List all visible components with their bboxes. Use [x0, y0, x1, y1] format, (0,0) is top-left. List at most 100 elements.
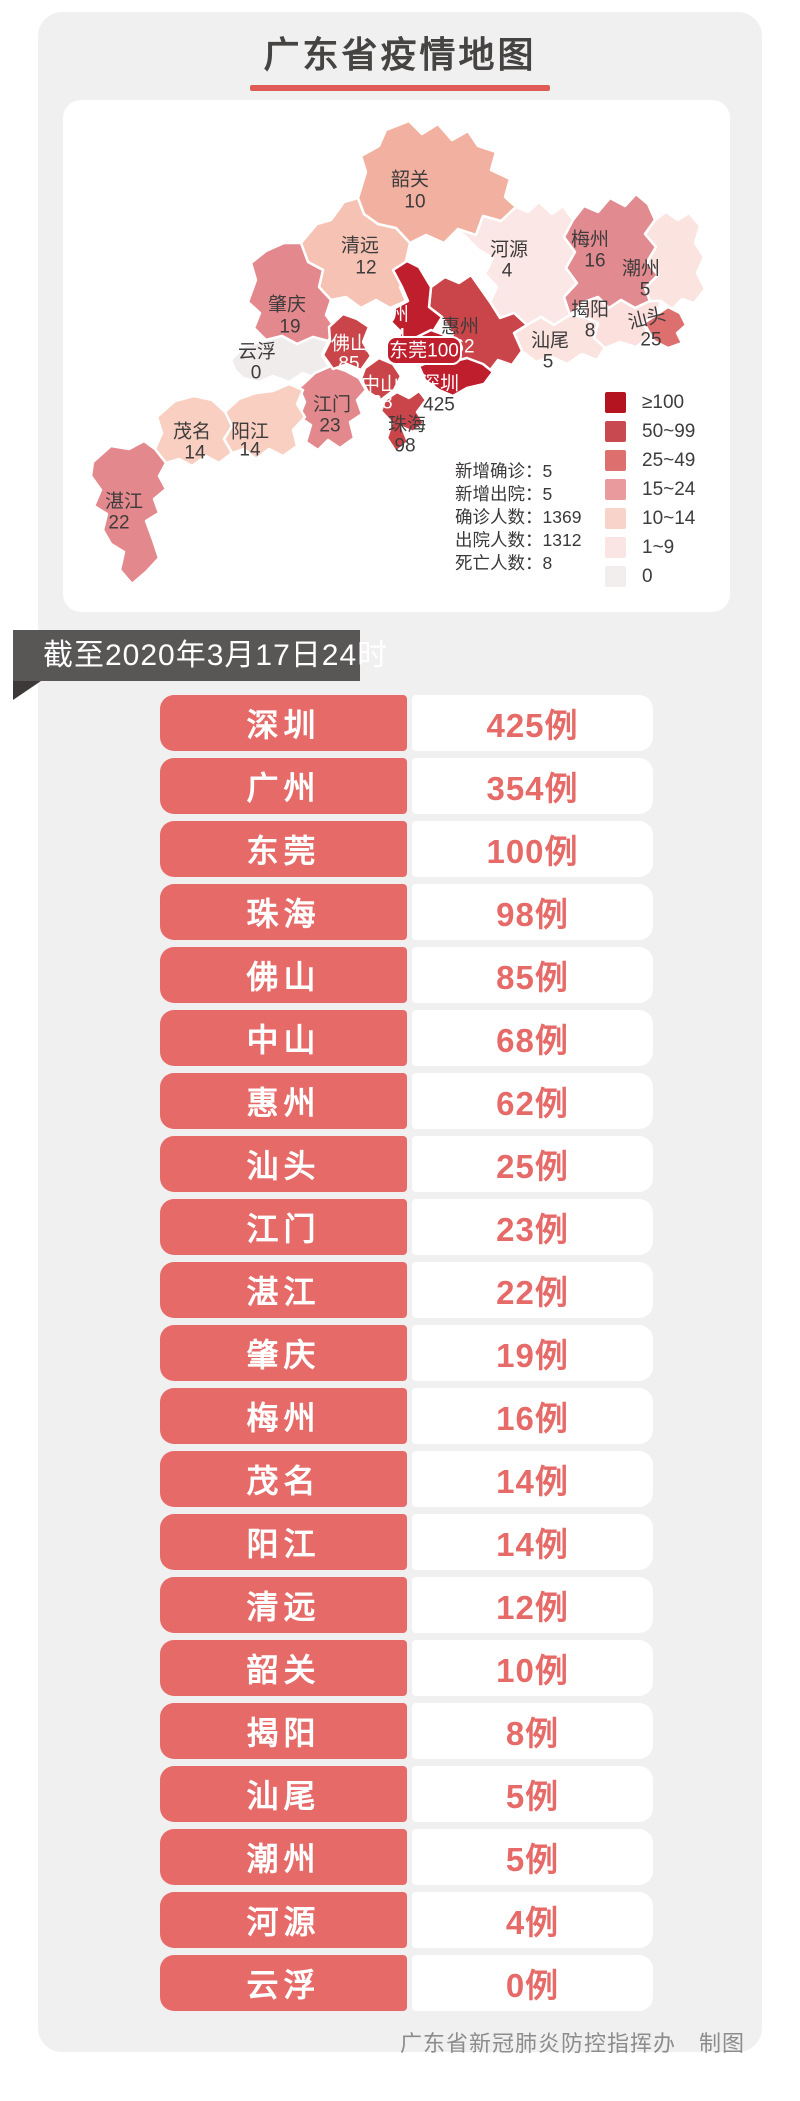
region-shantou — [642, 305, 688, 350]
case-count: 16例 — [412, 1388, 653, 1444]
stats-line: 新增确诊：5 — [455, 461, 553, 481]
legend-swatch — [605, 450, 626, 471]
case-table: 深圳 425例 广州 354例 东莞 100例 珠海 98例 佛山 85例 中山 68例 惠州 62例 汕头… — [160, 695, 653, 2018]
legend-item: 0 — [605, 566, 695, 587]
date-ribbon: 截至2020年3月17日24时 — [13, 630, 387, 681]
case-count: 8例 — [412, 1703, 653, 1759]
legend-item: ≥100 — [605, 392, 695, 413]
map-city-label-shaoguan: 韶关 — [391, 169, 429, 191]
map-city-label-foshan: 佛山 — [331, 333, 369, 355]
region-shaoguan — [356, 119, 518, 245]
city-label: 广州 — [160, 758, 407, 814]
table-row: 揭阳 8例 — [160, 1703, 653, 1759]
city-label: 揭阳 — [160, 1703, 407, 1759]
map-city-label-chaozhou: 潮州 — [622, 258, 660, 280]
map-city-label-zhongshan: 中山 — [361, 374, 399, 396]
city-label: 湛江 — [160, 1262, 407, 1318]
table-row: 茂名 14例 — [160, 1451, 653, 1507]
city-label: 梅州 — [160, 1388, 407, 1444]
map-city-label-meizhou: 梅州 — [571, 229, 609, 251]
legend-swatch — [605, 479, 626, 500]
legend-item: 15~24 — [605, 479, 695, 500]
table-row: 肇庆 19例 — [160, 1325, 653, 1381]
region-zhuhai — [379, 389, 428, 454]
city-label: 东莞 — [160, 821, 407, 877]
table-row: 云浮 0例 — [160, 1955, 653, 2011]
legend-label: ≥100 — [642, 391, 685, 413]
case-count: 12例 — [412, 1577, 653, 1633]
legend-label: 15~24 — [642, 478, 696, 500]
city-label: 茂名 — [160, 1451, 407, 1507]
city-label: 潮州 — [160, 1829, 407, 1885]
stats-line: 确诊人数：1369 — [455, 507, 582, 527]
case-count: 5例 — [412, 1829, 653, 1885]
map-city-label-maoming: 茂名 — [173, 421, 211, 443]
region-zhongshan — [359, 356, 403, 402]
table-row: 东莞 100例 — [160, 821, 653, 877]
case-count: 19例 — [412, 1325, 653, 1381]
legend-swatch — [605, 537, 626, 558]
table-row: 惠州 62例 — [160, 1073, 653, 1129]
map-city-value-zhanjiang: 22 — [108, 513, 129, 534]
city-label: 云浮 — [160, 1955, 407, 2011]
case-count: 85例 — [412, 947, 653, 1003]
city-label: 清远 — [160, 1577, 407, 1633]
ribbon-fold — [13, 681, 41, 700]
city-label: 汕头 — [160, 1136, 407, 1192]
header: 广东省疫情地图 — [38, 26, 762, 91]
legend-item: 50~99 — [605, 421, 695, 442]
case-count: 4例 — [412, 1892, 653, 1948]
map-city-label-jiangmen: 江门 — [313, 394, 351, 416]
table-row: 汕头 25例 — [160, 1136, 653, 1192]
footer-credit: 广东省新冠肺炎防控指挥办 制图 — [399, 2031, 745, 2056]
legend-label: 0 — [642, 565, 653, 587]
stats-line: 死亡人数：8 — [455, 553, 553, 573]
map-city-value-maoming: 14 — [184, 443, 206, 464]
legend-swatch — [605, 566, 626, 587]
map-city-label-zhanjiang: 湛江 — [105, 491, 143, 513]
map-city-label-qingyuan: 清远 — [341, 235, 379, 257]
case-count: 0例 — [412, 1955, 653, 2011]
map-label-box-dongguan — [386, 336, 462, 365]
map-city-label-yangjiang: 阳江 — [231, 421, 269, 443]
map-city-value-jieyang: 8 — [585, 321, 596, 342]
region-zhanjiang — [89, 439, 168, 586]
table-row: 佛山 85例 — [160, 947, 653, 1003]
case-count: 14例 — [412, 1451, 653, 1507]
map-city-value-yangjiang: 14 — [239, 440, 261, 461]
map-city-value-heyuan: 4 — [502, 261, 513, 282]
stats-line: 出院人数：1312 — [455, 530, 582, 550]
map-city-value-shaoguan: 10 — [404, 192, 425, 213]
map-city-value-shanwei: 5 — [543, 352, 554, 373]
map-city-value-zhongshan: 68 — [371, 393, 392, 414]
map-city-value-yunfu: 0 — [251, 363, 262, 384]
case-count: 354例 — [412, 758, 653, 814]
city-label: 江门 — [160, 1199, 407, 1255]
table-row: 韶关 10例 — [160, 1640, 653, 1696]
legend-swatch — [605, 421, 626, 442]
map-card: 韶关 10 清远 12 河源 4 梅州 16 潮州 5 揭阳 8 汕头 25 汕尾 5 惠州 62 广州 354 佛山 8… — [63, 100, 730, 612]
case-count: 100例 — [412, 821, 653, 877]
map-city-value-zhuhai: 98 — [394, 436, 415, 457]
legend-label: 1~9 — [642, 536, 675, 558]
case-count: 22例 — [412, 1262, 653, 1318]
city-label: 佛山 — [160, 947, 407, 1003]
map-legend: ≥100 50~99 25~49 15~24 10~14 1~9 0 — [605, 392, 695, 595]
map-city-label-guangzhou: 广州 — [371, 304, 409, 326]
stats-line: 新增出院：5 — [455, 484, 553, 504]
map-city-value-zhaoqing: 19 — [279, 317, 300, 338]
city-label: 阳江 — [160, 1514, 407, 1570]
map-city-value-shantou: 25 — [640, 330, 661, 351]
legend-label: 10~14 — [642, 507, 696, 529]
legend-item: 25~49 — [605, 450, 695, 471]
map-city-label-yunfu: 云浮 — [238, 341, 276, 363]
map-city-value-chaozhou: 5 — [640, 280, 651, 301]
legend-label: 50~99 — [642, 420, 696, 442]
stats-block: 新增确诊：5 新增出院：5 确诊人数：1369 出院人数：1312 死亡人数：8 — [455, 460, 581, 575]
case-count: 98例 — [412, 884, 653, 940]
city-label: 韶关 — [160, 1640, 407, 1696]
table-row: 阳江 14例 — [160, 1514, 653, 1570]
